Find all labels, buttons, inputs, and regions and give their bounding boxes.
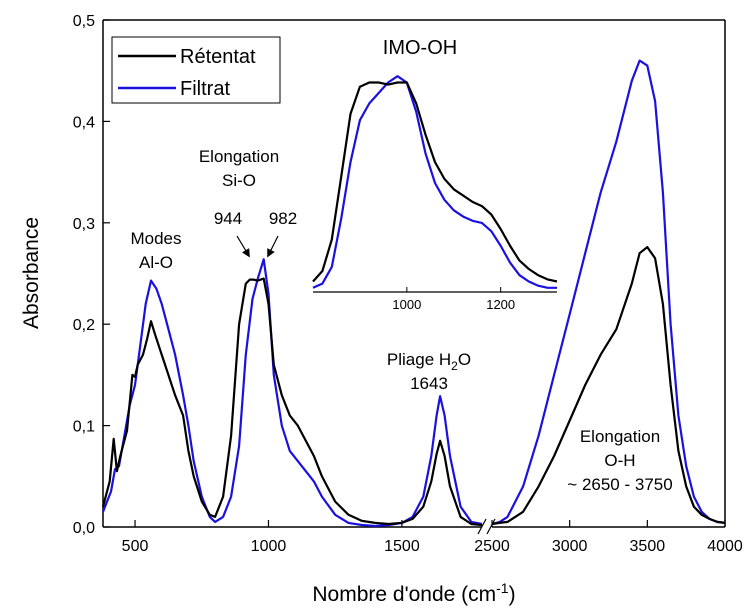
annotation-h2o-sub: 2 xyxy=(451,359,458,373)
y-tick-label: 0,5 xyxy=(73,13,95,30)
y-tick-label: 0,1 xyxy=(73,419,95,436)
annotation-h2o-tail: O xyxy=(458,350,471,369)
annotation-o-h-line1: Elongation xyxy=(580,427,660,446)
y-axis-title: Absorbance xyxy=(20,217,43,329)
x-axis-title-close: ) xyxy=(509,583,516,606)
inset-series-filtrat xyxy=(312,75,557,289)
inset-x-tick-label: 1000 xyxy=(392,297,421,312)
x-ticks: 500 1000 1500 2500 3000 3500 4000 xyxy=(122,520,743,555)
annotation-982: 982 xyxy=(269,209,297,228)
annotation-o-h-line3: ~ 2650 - 3750 xyxy=(567,475,672,494)
annotation-h2o-main: Pliage H xyxy=(387,350,451,369)
annotation-al-o-line2: Al-O xyxy=(139,253,173,272)
legend-label-filtrat: Filtrat xyxy=(180,78,230,100)
annotation-al-o-line1: Modes xyxy=(130,229,181,248)
inset-title: IMO-OH xyxy=(383,37,457,59)
annotation-h2o-line1: Pliage H2O xyxy=(387,350,471,373)
y-tick-label: 0,4 xyxy=(73,114,95,131)
annotation-944: 944 xyxy=(214,209,242,228)
x-axis-title-main: Nombre d'onde (cm xyxy=(312,583,496,606)
series-line-filtrat-right xyxy=(491,59,726,526)
arrow-982 xyxy=(267,235,279,258)
series-line-retentat-right xyxy=(491,246,726,526)
annotation-si-o-line2: Si-O xyxy=(222,171,256,190)
inset-ticks: 1000 1200 xyxy=(392,287,515,312)
annotation-si-o: Elongation Si-O 944 982 xyxy=(199,147,297,258)
series-line-retentat-left xyxy=(101,277,483,527)
series-line-filtrat-left xyxy=(101,258,483,528)
inset-series-retentat xyxy=(312,81,558,283)
legend-label-retentat: Rétentat xyxy=(180,46,256,68)
axis-break-mark-2 xyxy=(486,518,496,535)
x-axis-title: Nombre d'onde (cm-1) xyxy=(312,580,515,606)
x-tick-label: 1000 xyxy=(251,538,287,555)
legend-box xyxy=(111,36,281,104)
arrow-944 xyxy=(236,235,250,258)
x-tick-label: 4000 xyxy=(707,538,743,555)
y-ticks: 0,0 0,1 0,2 0,3 0,4 0,5 xyxy=(73,13,110,537)
x-tick-label: 2500 xyxy=(474,538,510,555)
y-tick-label: 0,2 xyxy=(73,317,95,334)
annotation-o-h-line2: O-H xyxy=(604,451,635,470)
series-layer xyxy=(101,59,726,528)
annotation-h2o-line2: 1643 xyxy=(410,374,448,393)
axis-break-mark-1 xyxy=(477,518,487,535)
annotation-al-o: Modes Al-O xyxy=(130,229,181,272)
annotation-si-o-line1: Elongation xyxy=(199,147,279,166)
x-axis-title-sup: -1 xyxy=(496,580,509,596)
inset-x-tick-label: 1200 xyxy=(486,297,515,312)
annotation-h2o: Pliage H2O 1643 xyxy=(387,350,471,393)
x-tick-label: 500 xyxy=(122,538,149,555)
x-tick-label: 3000 xyxy=(552,538,588,555)
x-tick-label: 1500 xyxy=(384,538,420,555)
y-tick-label: 0,3 xyxy=(73,216,95,233)
inset: IMO-OH 1000 1200 xyxy=(312,37,558,312)
legend: Rétentat Filtrat xyxy=(111,36,281,104)
annotation-o-h: Elongation O-H ~ 2650 - 3750 xyxy=(567,427,672,494)
y-tick-label: 0,0 xyxy=(73,520,95,537)
x-tick-label: 3500 xyxy=(630,538,666,555)
inset-series xyxy=(312,75,558,289)
